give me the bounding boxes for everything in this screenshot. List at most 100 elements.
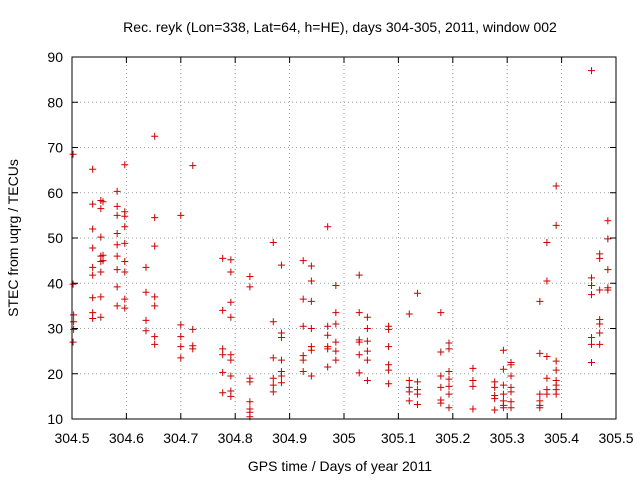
data-point [97,205,105,213]
data-point [97,233,105,241]
data-point [99,198,107,206]
data-point [385,325,393,333]
data-point [445,367,453,375]
data-point [227,356,235,364]
x-tick-label: 305 [332,430,356,446]
data-point [499,365,507,373]
data-point [324,345,332,353]
data-point [445,345,453,353]
data-point [324,322,332,330]
data-point [552,221,560,229]
data-point [151,214,159,222]
data-point [413,401,421,409]
data-point [142,316,150,324]
data-point [151,242,159,250]
data-point [113,252,121,260]
data-point [536,349,544,357]
data-point [227,392,235,400]
data-point [70,311,78,319]
data-point [227,298,235,306]
data-point [363,356,371,364]
data-point [189,325,197,333]
data-point [363,347,371,355]
data-point [604,286,612,294]
data-point [437,383,445,391]
data-point [445,404,453,412]
data-point [269,318,277,326]
data-point [99,257,107,265]
data-point [177,211,185,219]
data-point [269,239,277,247]
y-tick-label: 60 [47,185,63,201]
data-point [324,363,332,371]
data-point [113,229,121,237]
data-point [269,388,277,396]
data-point [332,347,340,355]
data-point [363,313,371,321]
data-point [596,254,604,262]
data-point [121,161,129,169]
data-point [121,295,129,303]
data-point [469,377,477,385]
y-tick-label: 20 [47,366,63,382]
data-point [89,294,97,302]
data-point [536,390,544,398]
data-point [227,268,235,276]
data-point [552,366,560,374]
grid-lines [72,57,616,419]
data-point [469,382,477,390]
data-point [219,368,227,376]
data-point [405,397,413,405]
axis-ticks: 304.5 304.6 304.7 304.8 304.9 305 305.1 305.2 30… [47,49,633,446]
data-point [413,289,421,297]
data-point [142,263,150,271]
data-point [596,329,604,337]
data-point [405,310,413,318]
data-point [588,274,596,282]
data-point [324,223,332,231]
data-point [299,295,307,303]
data-point [469,405,477,413]
data-point [189,345,197,353]
data-point [113,266,121,274]
data-point [499,346,507,354]
data-point [596,286,604,294]
data-point [89,315,97,323]
data-point [332,356,340,364]
data-point [552,182,560,190]
data-point [113,283,121,291]
data-point [543,390,551,398]
data-point [445,339,453,347]
y-tick-label: 90 [47,49,63,65]
data-point [491,383,499,391]
data-point [177,354,185,362]
data-point [588,340,596,348]
data-point [469,364,477,372]
x-tick-label: 304.6 [109,430,144,446]
y-tick-label: 40 [47,275,63,291]
data-point [588,334,596,342]
data-point [121,223,129,231]
x-tick-label: 304.8 [218,430,253,446]
data-point [507,361,515,369]
y-tick-label: 30 [47,321,63,337]
data-point [113,202,121,210]
data-point [246,378,254,386]
data-point [355,271,363,279]
data-point [491,395,499,403]
data-point [405,377,413,385]
data-point [499,381,507,389]
data-point [445,382,453,390]
data-point [89,225,97,233]
data-point [219,345,227,353]
data-point [151,293,159,301]
data-point [543,353,551,361]
data-point [332,282,340,290]
x-tick-label: 305.5 [598,430,633,446]
data-point [113,187,121,195]
data-point [307,277,315,285]
data-point [227,372,235,380]
data-point [596,340,604,348]
data-point [142,288,150,296]
